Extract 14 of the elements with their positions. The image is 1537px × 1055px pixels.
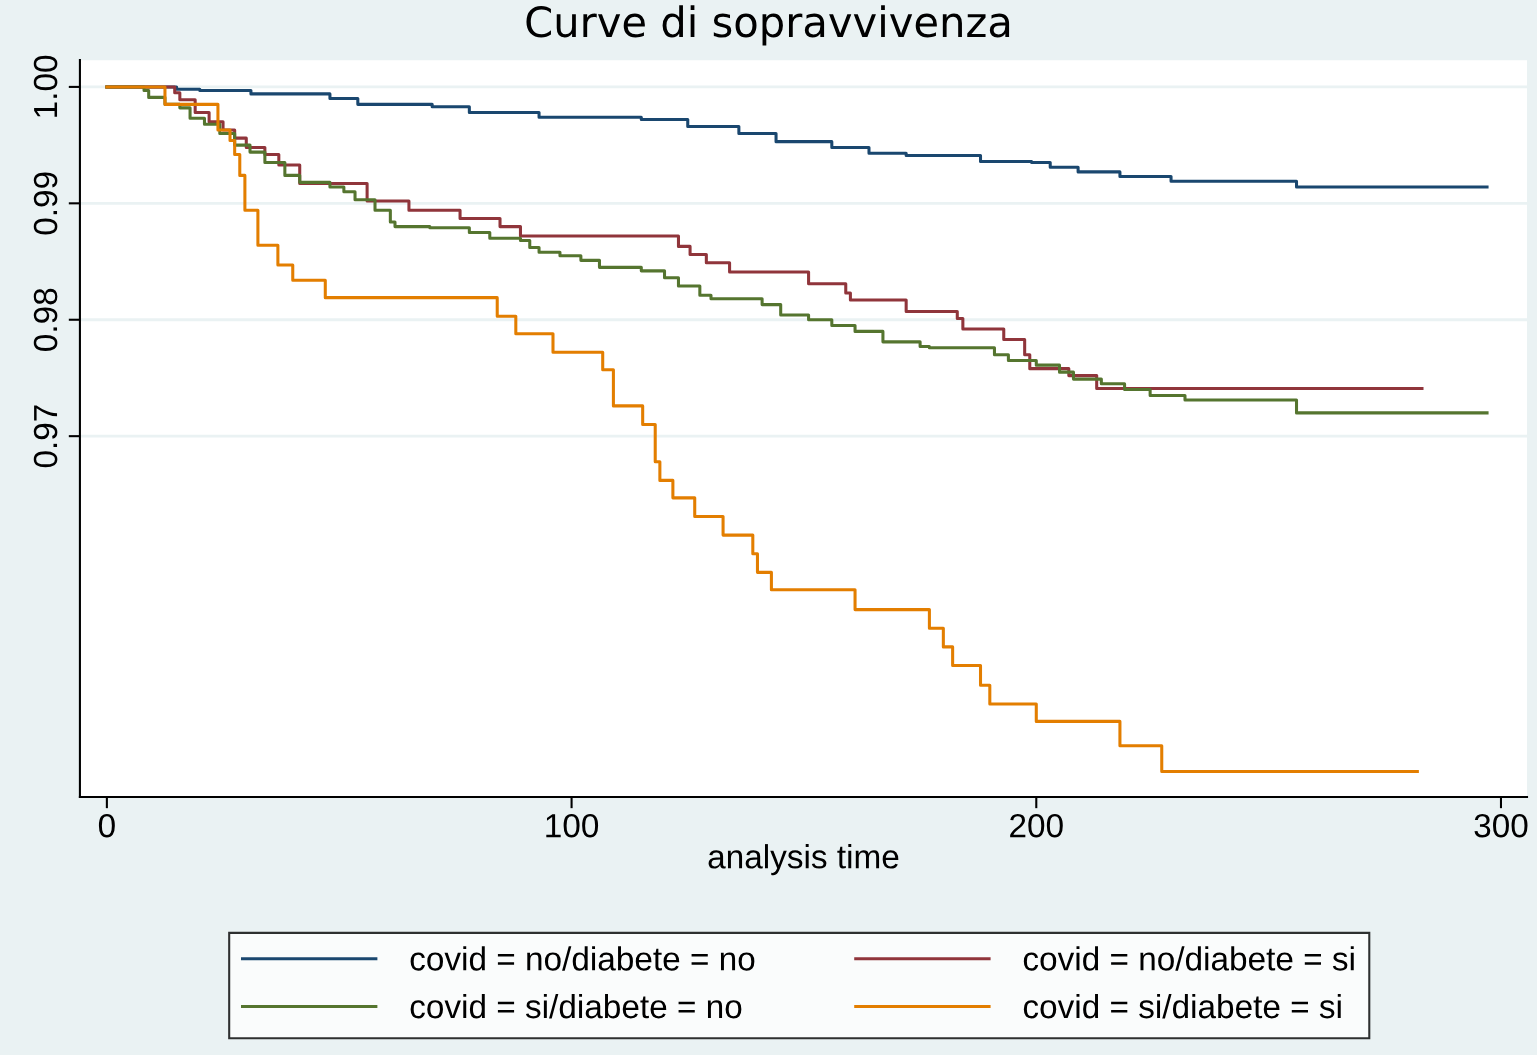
chart-title: Curve di sopravvivenza [526,5,1010,46]
x-tick-label: 100 [546,813,599,838]
legend-label: covid = si/diabete = no [410,993,742,1019]
x-tick-label: 300 [1474,813,1528,838]
legend-label: covid = no/diabete = si [1023,946,1354,971]
legend-label: covid = si/diabete = si [1023,993,1341,1019]
y-tick-label: 0.99 [33,172,58,235]
x-tick-label: 0 [98,813,115,838]
legend-label: covid = no/diabete = no [410,946,755,971]
x-axis-title: analysis time [708,844,899,876]
x-tick-label: 200 [1010,813,1063,838]
y-tick-label: 0.97 [33,405,58,468]
y-tick-label: 0.98 [33,288,58,351]
y-tick-label: 1.00 [33,55,58,117]
